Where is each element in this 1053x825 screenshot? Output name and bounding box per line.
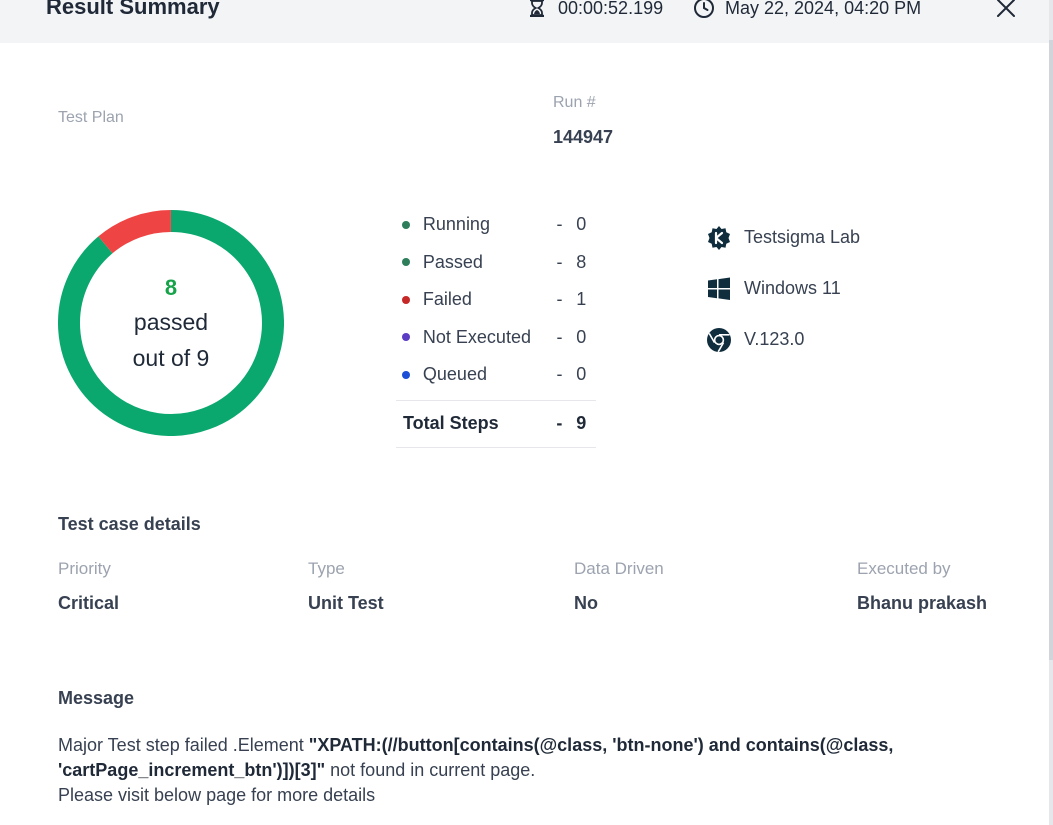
close-icon[interactable] <box>994 0 1018 20</box>
status-dash: - <box>556 364 563 385</box>
message-suffix: not found in current page. <box>325 760 536 780</box>
status-dot <box>402 258 410 267</box>
status-dash: - <box>556 214 563 235</box>
message-body: Major Test step failed .Element "XPATH:(… <box>58 733 1018 808</box>
donut-arc-failed <box>98 210 172 254</box>
scrollbar-thumb[interactable] <box>1049 40 1053 660</box>
type-field: Type Unit Test <box>308 559 384 614</box>
env-lab-label: Testsigma Lab <box>744 227 861 247</box>
status-dot <box>402 333 410 342</box>
total-steps-dash: - <box>556 413 563 433</box>
status-dash: - <box>556 251 563 272</box>
priority-label: Priority <box>58 559 111 578</box>
status-label: Failed <box>422 289 472 310</box>
run-datetime: May 22, 2024, 04:20 PM <box>693 0 921 19</box>
environment-info: Testsigma Lab Windows 11 V.123.0 <box>706 212 860 365</box>
status-dot <box>402 220 410 229</box>
type-label: Type <box>308 559 345 578</box>
status-dot <box>402 295 410 304</box>
test-plan-label: Test Plan <box>58 109 124 126</box>
data-driven-field: Data Driven No <box>574 559 664 614</box>
status-dash: - <box>556 289 563 310</box>
env-browser-label: V.123.0 <box>744 329 805 349</box>
status-label: Not Executed <box>422 326 531 347</box>
passed-count: 8 <box>164 275 178 300</box>
status-count: 0 <box>576 326 587 347</box>
status-row-failed: Failed - 1 <box>396 281 596 319</box>
donut-center-label: 8 passed out of 9 <box>58 272 284 376</box>
env-os-label: Windows 11 <box>744 278 841 298</box>
message-line2: Please visit below page for more details <box>58 785 376 805</box>
run-number-label: Run # <box>553 94 596 111</box>
executed-by-field: Executed by Bhanu prakash <box>857 559 987 614</box>
chrome-icon <box>707 327 731 352</box>
env-os: Windows 11 <box>706 263 860 314</box>
data-driven-value: No <box>574 593 598 613</box>
status-row-queued: Queued - 0 <box>396 356 596 394</box>
env-lab: Testsigma Lab <box>706 212 860 263</box>
duration-value: 00:00:52.199 <box>558 0 664 18</box>
status-breakdown: Running - 0 Passed - 8 Failed - 1 Not Ex… <box>396 206 596 448</box>
status-dot <box>402 370 410 379</box>
status-label: Queued <box>422 364 487 385</box>
status-label: Running <box>422 214 490 235</box>
status-count: 0 <box>576 364 587 385</box>
status-count: 1 <box>576 289 587 310</box>
duration: 00:00:52.199 <box>526 0 663 19</box>
message-title: Message <box>58 688 135 708</box>
executed-by-label: Executed by <box>857 559 951 578</box>
scrollbar[interactable] <box>1049 0 1053 825</box>
status-count: 0 <box>576 214 587 235</box>
total-steps-label: Total Steps <box>403 413 499 433</box>
status-row-passed: Passed - 8 <box>396 244 596 282</box>
message-prefix: Major Test step failed .Element <box>58 735 309 755</box>
dialog-header: Result Summary 00:00:52.199 May 22, 2024… <box>0 0 1049 43</box>
status-row-not-executed: Not Executed - 0 <box>396 319 596 357</box>
clock-icon <box>694 0 714 18</box>
message-locator: "XPATH:(//button[contains(@class, 'btn-n… <box>58 735 894 780</box>
donut-arc-passed <box>58 210 284 436</box>
total-steps-count: 9 <box>576 413 587 433</box>
testsigma-icon <box>708 225 730 250</box>
test-case-details-title: Test case details <box>58 514 201 534</box>
status-row-running: Running - 0 <box>396 206 596 244</box>
hourglass-icon <box>530 0 544 17</box>
run-number-value: 144947 <box>553 127 614 147</box>
executed-by-value: Bhanu prakash <box>857 593 988 613</box>
type-value: Unit Test <box>308 593 384 613</box>
total-steps-row: Total Steps - 9 <box>396 399 596 448</box>
datetime-value: May 22, 2024, 04:20 PM <box>725 0 922 18</box>
priority-field: Priority Critical <box>58 559 119 614</box>
result-donut-chart <box>58 210 284 436</box>
windows-icon <box>708 277 730 300</box>
passed-label: passed <box>133 309 209 335</box>
status-label: Passed <box>422 251 483 272</box>
priority-value: Critical <box>58 593 120 613</box>
total-label: out of 9 <box>132 345 210 371</box>
dialog-title: Result Summary <box>46 0 220 19</box>
env-browser: V.123.0 <box>706 314 860 365</box>
data-driven-label: Data Driven <box>574 559 664 578</box>
status-dash: - <box>556 326 563 347</box>
status-count: 8 <box>576 251 587 272</box>
